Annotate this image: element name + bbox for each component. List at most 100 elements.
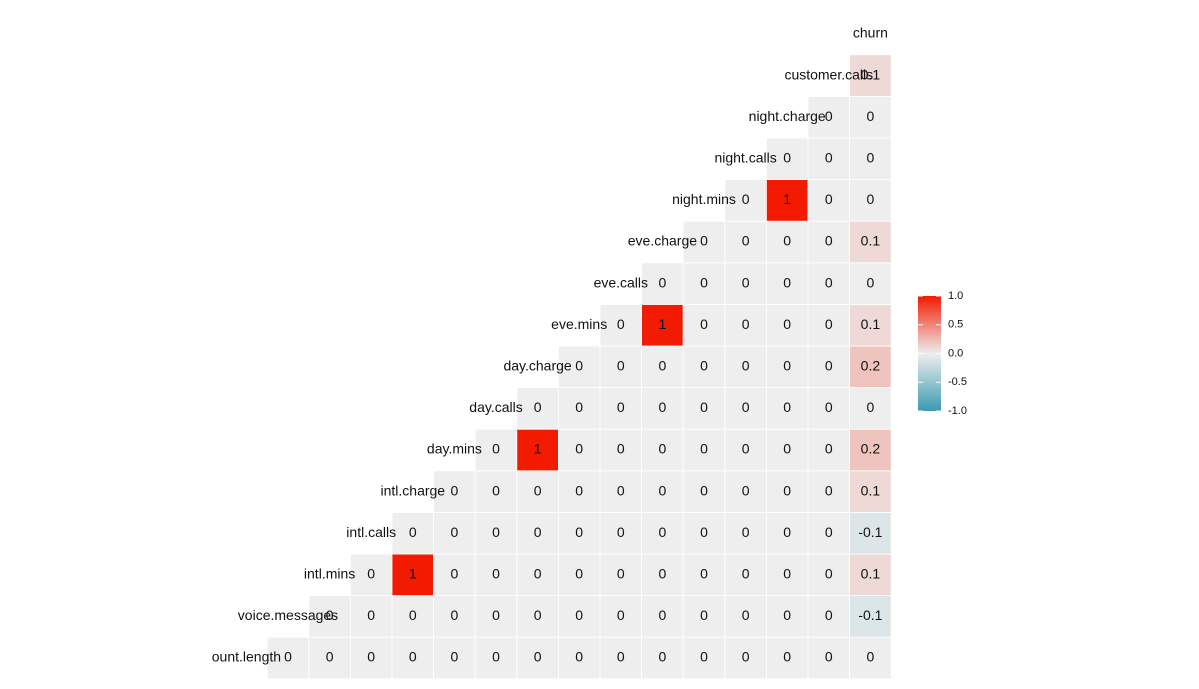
cell-label: 0.2	[861, 358, 881, 374]
cell-label: 0	[700, 274, 708, 290]
cell	[682, 303, 726, 347]
cell	[599, 470, 642, 513]
cell	[724, 345, 767, 388]
cell	[724, 179, 767, 222]
variable-label: eve.charge	[628, 233, 697, 249]
cell	[641, 636, 684, 680]
variable-label: voice.messages	[238, 607, 338, 623]
cell-label: 0	[783, 566, 791, 582]
cell-label: 0	[534, 566, 542, 582]
cell-label: 0.1	[861, 316, 881, 332]
cell-label: 0	[742, 274, 750, 290]
cell-label: 0.1	[861, 233, 881, 249]
cell-label: 0	[867, 150, 875, 166]
cell-label: 0	[659, 482, 667, 498]
cell	[849, 636, 892, 680]
cell-label: 0	[617, 316, 625, 332]
cell-label: 0	[700, 441, 708, 457]
labels: 0 0 0 0 0 0 0 0 0 0 0 0 0 0 0 0 0 0 0 0 0 0 0 0 0 0 0 0 -0.1 0 1 0 0 0 0 0 0…	[212, 25, 888, 665]
cell-label: 0	[534, 649, 542, 665]
cell	[724, 470, 767, 513]
cell	[433, 595, 476, 638]
cell-label: 0	[575, 649, 583, 665]
cell	[849, 262, 892, 305]
cell-label: 0.1	[861, 566, 881, 582]
cell-label: 0	[575, 441, 583, 457]
cell	[433, 470, 476, 513]
cell	[807, 512, 850, 555]
cell-label: 0	[783, 482, 791, 498]
cell-label: 0	[742, 191, 750, 207]
cell-label: 0	[659, 441, 667, 457]
cell	[766, 262, 809, 305]
cell	[724, 303, 767, 347]
cell-label: 0	[700, 233, 708, 249]
cell	[641, 387, 684, 430]
cell	[558, 636, 601, 680]
cell	[766, 636, 809, 680]
cell-label: 0	[825, 358, 833, 374]
cell	[641, 262, 684, 305]
cell	[474, 595, 518, 638]
cell	[807, 137, 850, 180]
cell-label: 0	[451, 649, 459, 665]
cell-label: 1	[783, 191, 791, 207]
legend: -1.0 -0.5 0.0 0.5 1.0	[918, 290, 967, 417]
cell	[308, 595, 351, 638]
cell-label: 0.1	[861, 66, 881, 82]
variable-label: day.charge	[503, 358, 571, 374]
colorbar-label: -1.0	[948, 405, 967, 417]
cell	[474, 512, 518, 555]
cell-label: 0	[534, 607, 542, 623]
cell	[682, 595, 726, 638]
cell	[599, 636, 642, 680]
cell-label: 0	[700, 482, 708, 498]
cell	[849, 179, 892, 222]
cell	[849, 54, 892, 97]
colorbar-label: 1.0	[948, 290, 963, 302]
colorbar-label: -0.5	[948, 376, 967, 388]
cell	[599, 345, 642, 388]
cell-label: 0	[617, 399, 625, 415]
cell-label: 0	[659, 399, 667, 415]
cell	[641, 345, 684, 388]
cell-label: 0	[617, 524, 625, 540]
cell-label: 0	[659, 274, 667, 290]
cell-label: 0	[825, 150, 833, 166]
cell	[516, 553, 559, 596]
cell	[599, 553, 642, 596]
cell-label: 0	[700, 649, 708, 665]
cell-label: 0	[409, 607, 417, 623]
cell-label: -0.1	[858, 524, 882, 540]
variable-label: customer.calls	[784, 66, 873, 82]
cell	[349, 595, 393, 638]
cell	[807, 179, 850, 222]
cell	[849, 428, 892, 472]
cell-label: 0	[825, 482, 833, 498]
cell-label: 0	[742, 358, 750, 374]
cell-label: 0	[867, 399, 875, 415]
cell	[807, 96, 850, 139]
cell-label: 0	[367, 566, 375, 582]
cell-label: 0	[700, 358, 708, 374]
cell	[641, 303, 684, 347]
cell-label: 0	[825, 566, 833, 582]
cell-label: 0	[700, 566, 708, 582]
variable-label: night.charge	[749, 108, 826, 124]
cell	[766, 137, 809, 180]
cell-label: 0.1	[861, 482, 881, 498]
cell-label: 0	[825, 108, 833, 124]
cell-label: 0	[783, 316, 791, 332]
cell	[807, 387, 850, 430]
cell-label: 0	[825, 524, 833, 540]
cell-label: 0	[575, 566, 583, 582]
cells	[266, 54, 892, 680]
cell	[849, 345, 892, 388]
cell	[849, 220, 892, 264]
cell-label: 0	[492, 524, 500, 540]
cell	[807, 303, 850, 347]
cell-label: 0	[575, 482, 583, 498]
cell-label: 0	[534, 482, 542, 498]
cell-label: 0	[742, 233, 750, 249]
cell-label: 0	[783, 233, 791, 249]
